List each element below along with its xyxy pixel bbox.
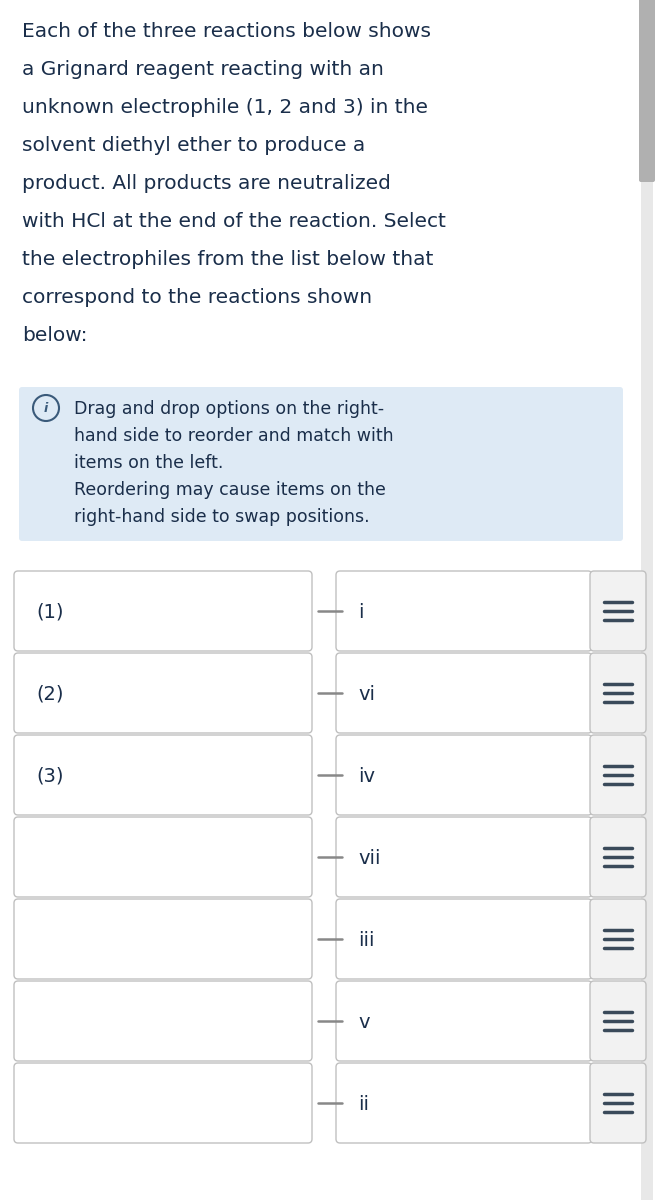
Text: (3): (3) xyxy=(36,767,64,786)
FancyBboxPatch shape xyxy=(336,817,592,898)
Text: a Grignard reagent reacting with an: a Grignard reagent reacting with an xyxy=(22,60,384,79)
Text: (1): (1) xyxy=(36,602,64,622)
FancyBboxPatch shape xyxy=(336,653,592,733)
Bar xyxy=(641,0,653,1200)
Text: Each of the three reactions below shows: Each of the three reactions below shows xyxy=(22,22,431,41)
FancyBboxPatch shape xyxy=(590,982,646,1061)
Text: vii: vii xyxy=(358,848,380,868)
FancyBboxPatch shape xyxy=(590,817,646,898)
FancyBboxPatch shape xyxy=(14,817,312,898)
Text: iii: iii xyxy=(358,930,375,949)
Text: below:: below: xyxy=(22,326,87,346)
FancyBboxPatch shape xyxy=(14,899,312,979)
Text: correspond to the reactions shown: correspond to the reactions shown xyxy=(22,288,372,307)
Text: i: i xyxy=(358,602,363,622)
Text: right-hand side to swap positions.: right-hand side to swap positions. xyxy=(74,508,369,526)
Text: solvent diethyl ether to produce a: solvent diethyl ether to produce a xyxy=(22,136,365,155)
Text: v: v xyxy=(358,1013,369,1032)
FancyBboxPatch shape xyxy=(14,982,312,1061)
FancyBboxPatch shape xyxy=(19,386,623,541)
FancyBboxPatch shape xyxy=(639,0,655,182)
FancyBboxPatch shape xyxy=(336,571,592,650)
FancyBboxPatch shape xyxy=(590,653,646,733)
FancyBboxPatch shape xyxy=(14,653,312,733)
Text: vi: vi xyxy=(358,684,375,703)
Text: Drag and drop options on the right-: Drag and drop options on the right- xyxy=(74,400,384,418)
Text: the electrophiles from the list below that: the electrophiles from the list below th… xyxy=(22,250,434,269)
Text: (2): (2) xyxy=(36,684,64,703)
Text: iv: iv xyxy=(358,767,375,786)
Text: product. All products are neutralized: product. All products are neutralized xyxy=(22,174,391,193)
Text: with HCl at the end of the reaction. Select: with HCl at the end of the reaction. Sel… xyxy=(22,212,446,230)
FancyBboxPatch shape xyxy=(14,1063,312,1142)
FancyBboxPatch shape xyxy=(14,734,312,815)
FancyBboxPatch shape xyxy=(590,734,646,815)
Text: ii: ii xyxy=(358,1094,369,1114)
Text: items on the left.: items on the left. xyxy=(74,454,224,472)
Text: unknown electrophile (1, 2 and 3) in the: unknown electrophile (1, 2 and 3) in the xyxy=(22,98,428,116)
FancyBboxPatch shape xyxy=(590,1063,646,1142)
FancyBboxPatch shape xyxy=(590,899,646,979)
Text: Reordering may cause items on the: Reordering may cause items on the xyxy=(74,481,386,499)
FancyBboxPatch shape xyxy=(336,1063,592,1142)
FancyBboxPatch shape xyxy=(336,982,592,1061)
FancyBboxPatch shape xyxy=(336,734,592,815)
FancyBboxPatch shape xyxy=(14,571,312,650)
FancyBboxPatch shape xyxy=(590,571,646,650)
FancyBboxPatch shape xyxy=(336,899,592,979)
Text: hand side to reorder and match with: hand side to reorder and match with xyxy=(74,427,394,445)
Text: i: i xyxy=(44,402,48,415)
